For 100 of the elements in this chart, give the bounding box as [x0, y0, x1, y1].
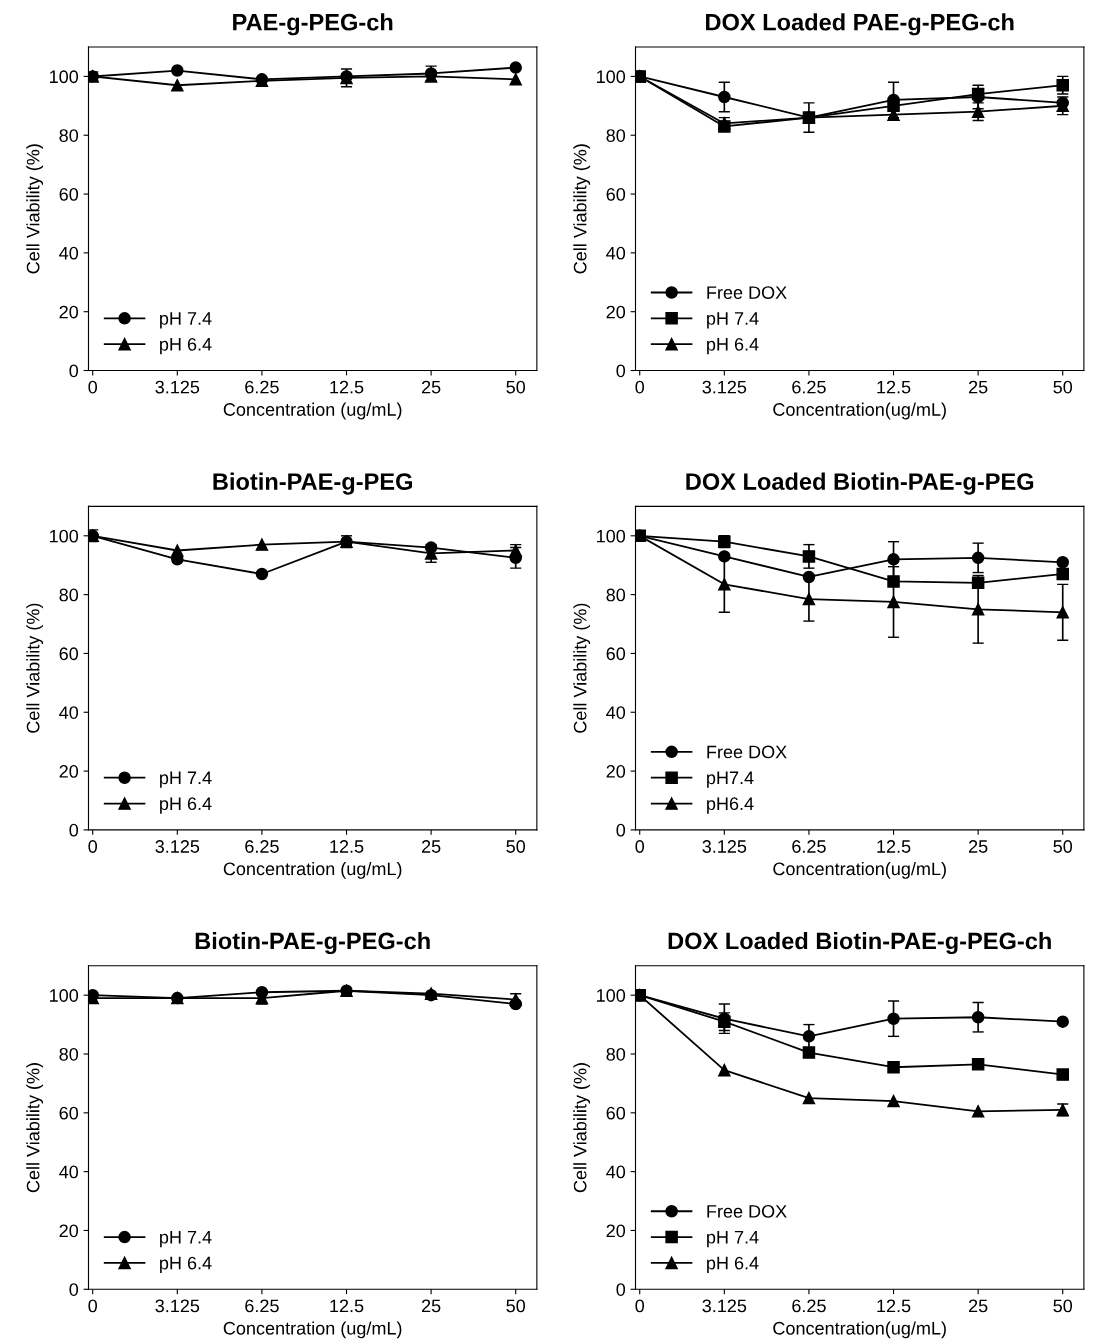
x-tick-label: 0 — [88, 380, 98, 394]
chart-title: PAE-g-PEG-ch — [233, 13, 393, 36]
legend-label: Free DOX — [707, 286, 787, 299]
legend-label: Free DOX — [707, 1204, 787, 1218]
x-tick-label: 0 — [88, 840, 98, 853]
y-tick-label: 80 — [606, 129, 626, 142]
y-tick-label: 60 — [606, 187, 626, 201]
x-tick-label: 12.5 — [330, 840, 364, 853]
x-tick-label: 50 — [1053, 840, 1073, 853]
x-tick-label: 25 — [421, 840, 441, 853]
y-tick-label: 100 — [50, 70, 79, 84]
x-tick-label: 0 — [635, 1299, 645, 1313]
y-tick-label: 80 — [606, 588, 626, 602]
y-tick-label: 100 — [597, 70, 626, 84]
x-tick-label: 25 — [421, 1299, 441, 1313]
x-tick-label: 25 — [969, 380, 988, 394]
y-tick-label: 100 — [50, 989, 79, 1002]
legend-label: pH 7.4 — [160, 312, 212, 329]
x-axis-title: Concentration (ug/mL) — [223, 402, 402, 420]
x-tick-label: 3.125 — [155, 840, 200, 853]
x-axis-title: Concentration(ug/mL) — [773, 862, 946, 879]
x-tick-label: 12.5 — [330, 1299, 364, 1313]
x-tick-label: 3.125 — [702, 380, 747, 394]
y-axis-title: Cell Viability (%) — [573, 1063, 591, 1193]
y-tick-label: 40 — [606, 706, 626, 719]
y-tick-label: 100 — [597, 529, 626, 543]
y-tick-label: 60 — [59, 647, 79, 661]
chart-title: DOX Loaded Biotin-PAE-g-PEG-ch — [668, 931, 1051, 955]
y-tick-label: 20 — [59, 1224, 79, 1238]
chart-title: DOX Loaded PAE-g-PEG-ch — [706, 13, 1014, 36]
legend-label: pH 6.4 — [707, 337, 759, 355]
x-tick-label: 6.25 — [792, 380, 826, 394]
x-tick-label: 50 — [506, 1299, 526, 1313]
y-tick-label: 40 — [606, 246, 626, 260]
y-axis-title: Cell Viability (%) — [573, 603, 591, 733]
y-tick-label: 0 — [616, 823, 626, 837]
legend-label: pH 6.4 — [160, 337, 212, 355]
x-tick-label: 3.125 — [702, 840, 747, 853]
y-axis-title: Cell Viability (%) — [26, 603, 44, 733]
x-tick-label: 12.5 — [877, 840, 911, 853]
x-tick-label: 25 — [969, 840, 988, 853]
y-tick-label: 100 — [50, 529, 79, 543]
x-axis-title: Concentration (ug/mL) — [223, 1321, 402, 1339]
y-tick-label: 60 — [606, 1106, 626, 1120]
legend-label: pH 7.4 — [707, 312, 759, 329]
x-tick-label: 25 — [969, 1299, 988, 1313]
legend-label: pH6.4 — [707, 797, 754, 814]
y-tick-label: 40 — [59, 1165, 79, 1179]
x-tick-label: 0 — [635, 380, 645, 394]
x-tick-label: 6.25 — [245, 840, 279, 853]
x-tick-label: 0 — [635, 840, 645, 853]
y-tick-label: 80 — [59, 129, 79, 142]
legend-label: pH 6.4 — [160, 797, 212, 814]
y-tick-label: 20 — [59, 305, 79, 319]
y-tick-label: 0 — [69, 1283, 79, 1296]
x-tick-label: 12.5 — [877, 1299, 911, 1313]
x-tick-label: 12.5 — [877, 380, 911, 394]
chart-title: Biotin-PAE-g-PEG — [213, 472, 412, 495]
y-axis-title: Cell Viability (%) — [26, 1063, 44, 1193]
x-tick-label: 6.25 — [792, 1299, 826, 1313]
chart-title: Biotin-PAE-g-PEG-ch — [195, 931, 430, 955]
x-tick-label: 3.125 — [702, 1299, 747, 1313]
x-tick-label: 6.25 — [792, 840, 826, 853]
y-tick-label: 20 — [606, 1224, 626, 1238]
legend-label: pH 7.4 — [160, 771, 212, 788]
x-tick-label: 6.25 — [245, 1299, 279, 1313]
y-tick-label: 20 — [59, 765, 79, 778]
legend-label: pH 6.4 — [160, 1256, 212, 1274]
y-tick-label: 0 — [69, 364, 79, 378]
y-tick-label: 0 — [69, 823, 79, 837]
y-tick-label: 60 — [59, 187, 79, 201]
y-tick-label: 40 — [59, 706, 79, 719]
y-tick-label: 20 — [606, 305, 626, 319]
legend-label: pH 7.4 — [160, 1231, 212, 1248]
y-tick-label: 100 — [597, 989, 626, 1002]
x-tick-label: 50 — [506, 380, 526, 394]
legend-label: pH 6.4 — [707, 1256, 759, 1274]
x-tick-label: 3.125 — [155, 1299, 200, 1313]
y-tick-label: 20 — [606, 765, 626, 778]
x-tick-label: 50 — [506, 840, 526, 853]
y-tick-label: 40 — [59, 246, 79, 260]
x-axis-title: Concentration (ug/mL) — [223, 862, 402, 879]
y-axis-title: Cell Viability (%) — [573, 144, 591, 274]
x-tick-label: 50 — [1053, 380, 1073, 394]
y-tick-label: 0 — [616, 1283, 626, 1296]
x-tick-label: 12.5 — [330, 380, 364, 394]
x-tick-label: 3.125 — [155, 380, 200, 394]
legend-label: Free DOX — [707, 745, 787, 759]
x-tick-label: 25 — [421, 380, 441, 394]
y-tick-label: 60 — [606, 647, 626, 661]
y-axis-title: Cell Viability (%) — [26, 144, 44, 274]
chart-title: DOX Loaded Biotin-PAE-g-PEG — [686, 472, 1034, 495]
legend-label: pH 7.4 — [707, 1231, 759, 1248]
x-tick-label: 0 — [88, 1299, 98, 1313]
y-tick-label: 80 — [59, 588, 79, 602]
x-axis-title: Concentration(ug/mL) — [773, 1321, 946, 1339]
x-axis-title: Concentration(ug/mL) — [773, 402, 946, 420]
y-tick-label: 80 — [606, 1047, 626, 1061]
x-tick-label: 50 — [1053, 1299, 1073, 1313]
y-tick-label: 80 — [59, 1047, 79, 1061]
